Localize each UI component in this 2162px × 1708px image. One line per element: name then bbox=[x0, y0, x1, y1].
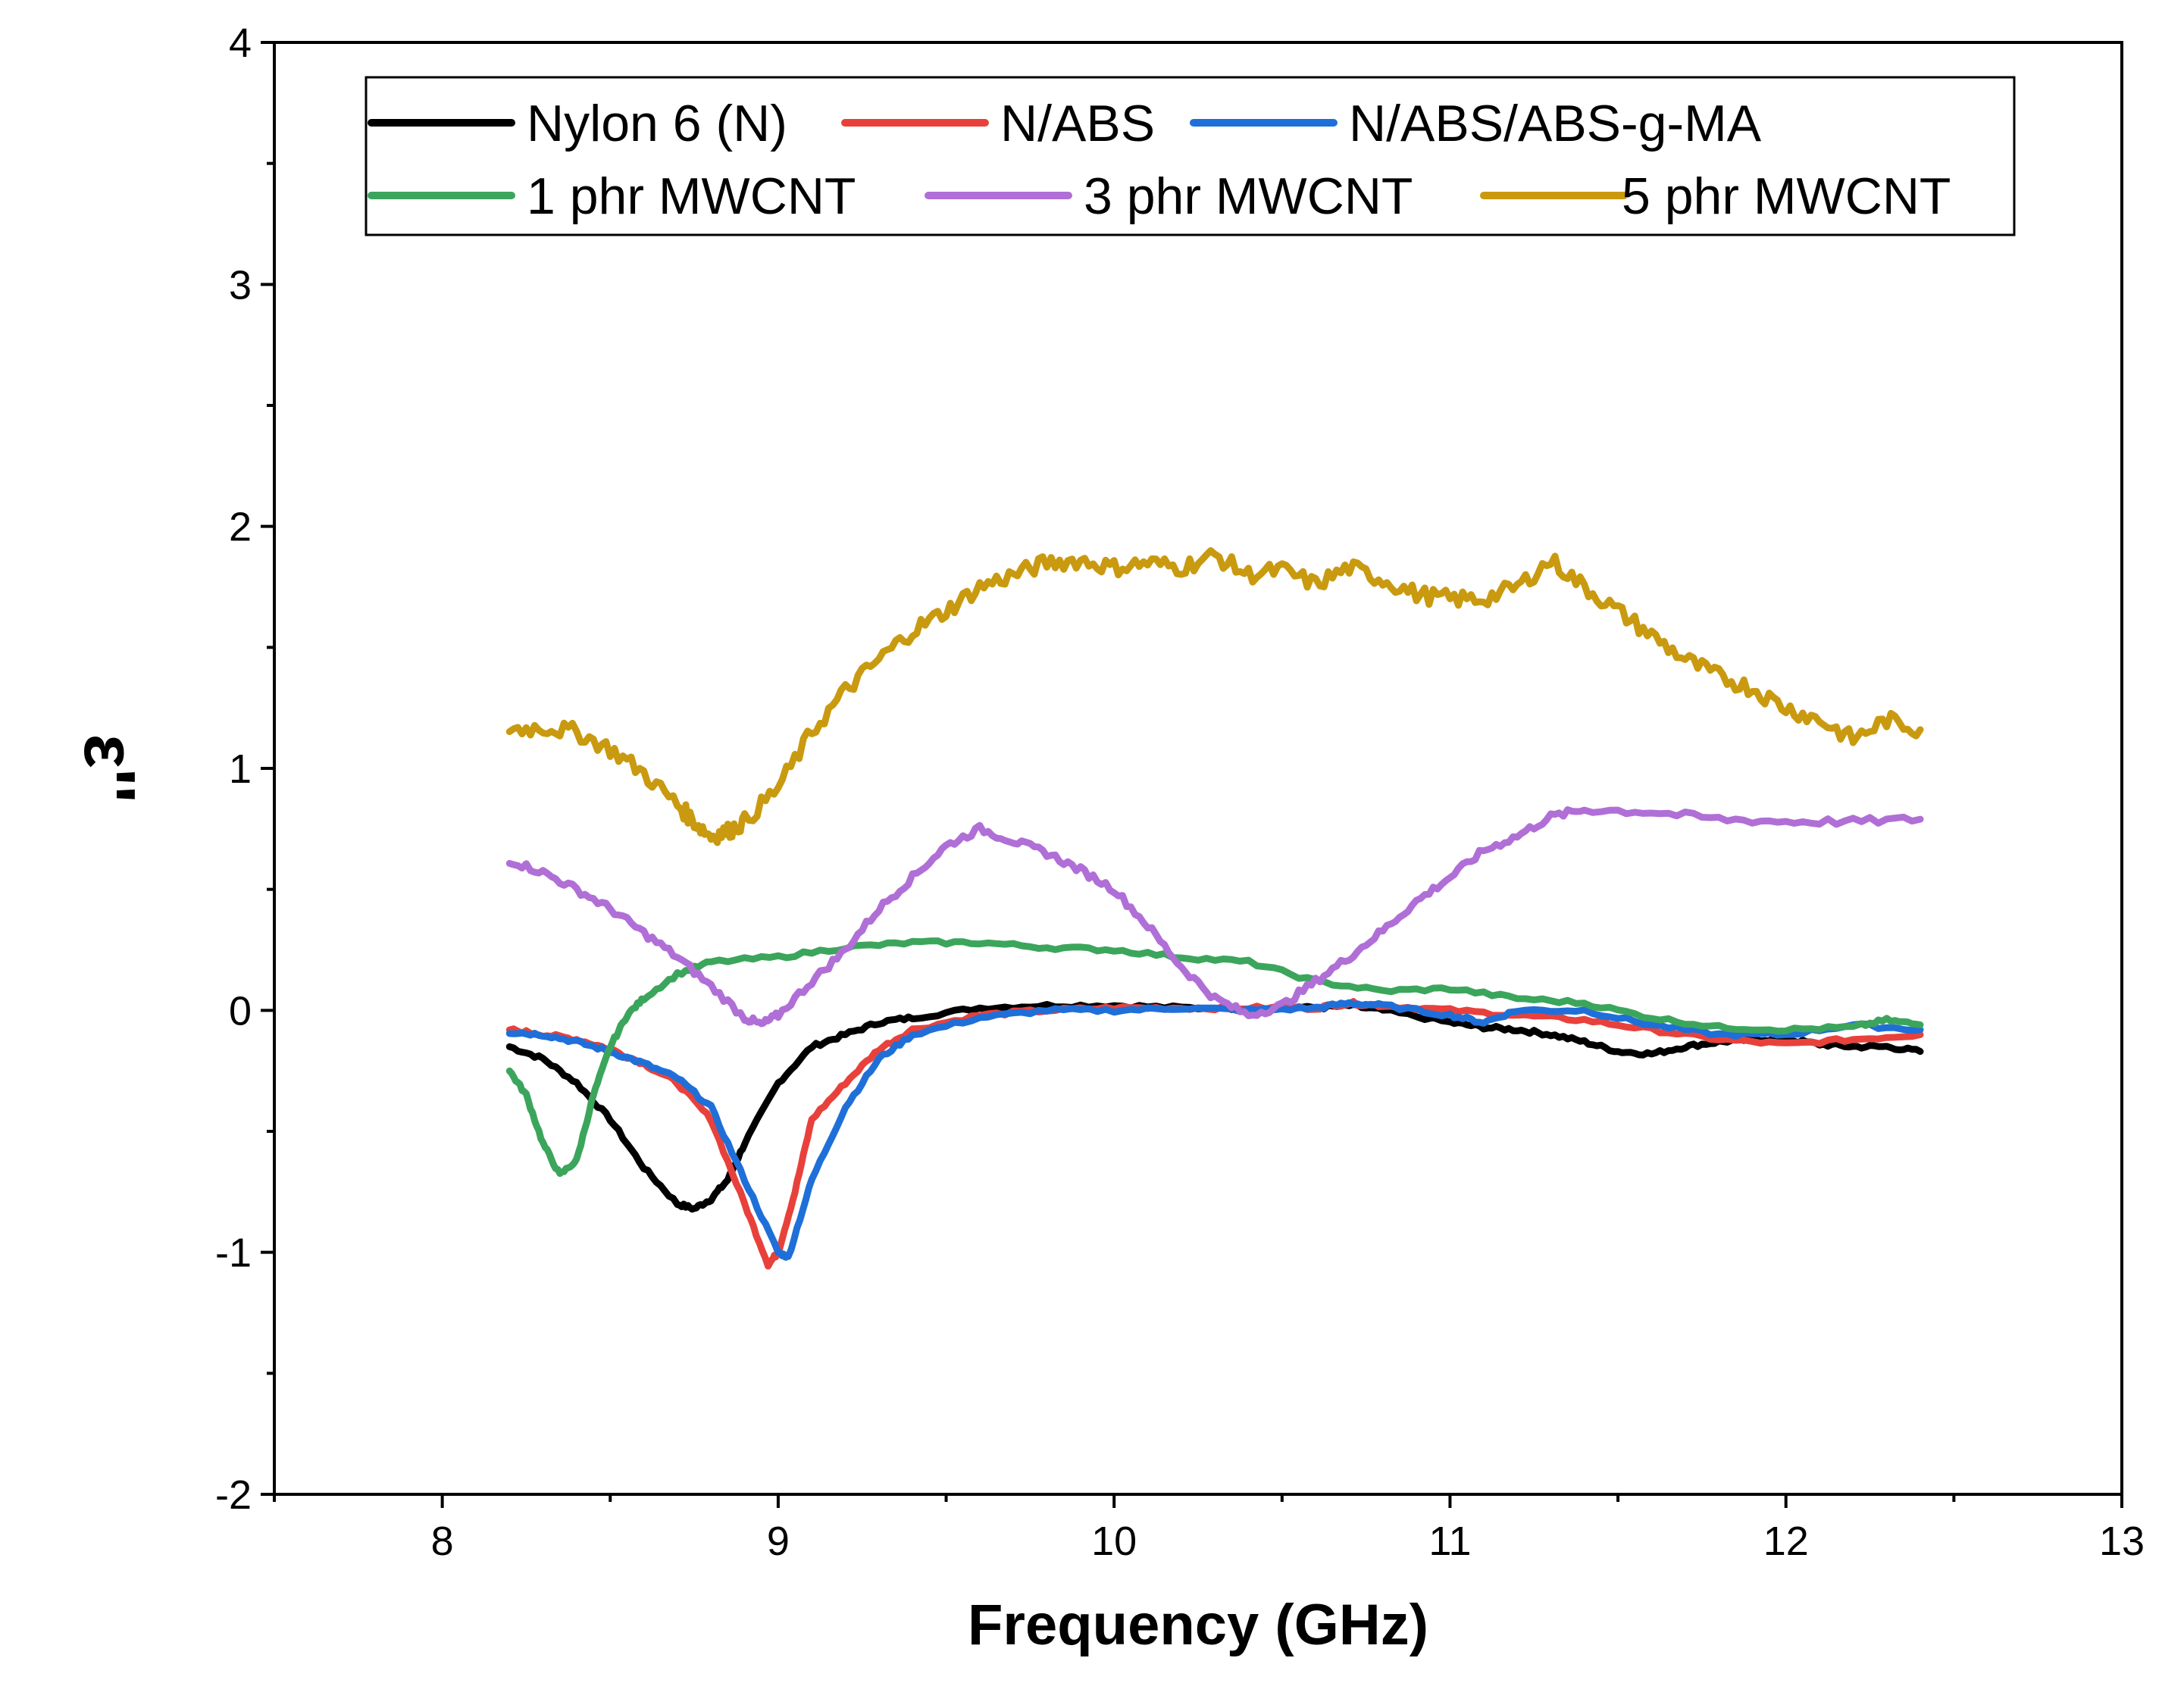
y-tick-label: -1 bbox=[215, 1231, 252, 1276]
legend-label: Nylon 6 (N) bbox=[527, 95, 787, 152]
x-tick-label: 9 bbox=[767, 1519, 790, 1564]
legend-label: 3 phr MWCNT bbox=[1084, 167, 1413, 225]
x-tick-label: 10 bbox=[1091, 1519, 1137, 1564]
y-tick-label: 1 bbox=[229, 746, 252, 792]
x-tick-label: 13 bbox=[2099, 1519, 2145, 1564]
y-tick-label: 2 bbox=[229, 505, 252, 550]
series-layer bbox=[505, 547, 1924, 1270]
series-line-5 bbox=[505, 806, 1924, 1028]
y-tick-label: 4 bbox=[229, 20, 252, 66]
series-line-3 bbox=[505, 999, 1924, 1261]
y-axis-title: ε'' bbox=[69, 734, 150, 802]
legend: Nylon 6 (N) N/ABS N/ABS/ABS-g-MA 1 phr MWCN… bbox=[365, 76, 2016, 236]
legend-label: 5 phr MWCNT bbox=[1622, 167, 1951, 225]
legend-label: N/ABS bbox=[1000, 95, 1155, 152]
x-axis-title: Frequency (GHz) bbox=[968, 1593, 1428, 1657]
y-tick-label: 3 bbox=[229, 262, 252, 308]
legend-box bbox=[365, 76, 2016, 236]
plot-frame bbox=[273, 41, 2123, 1496]
y-tick-label: 0 bbox=[229, 988, 252, 1034]
x-tick-label: 12 bbox=[1763, 1519, 1809, 1564]
x-tick-label: 11 bbox=[1428, 1519, 1471, 1564]
series-line-4 bbox=[505, 937, 1924, 1178]
x-tick-label: 8 bbox=[431, 1519, 454, 1564]
plot-area bbox=[273, 41, 2123, 1496]
legend-label: N/ABS/ABS-g-MA bbox=[1349, 95, 1762, 152]
series-line-6 bbox=[505, 547, 1924, 846]
y-tick-label: -2 bbox=[215, 1472, 252, 1518]
legend-label: 1 phr MWCNT bbox=[527, 167, 856, 225]
